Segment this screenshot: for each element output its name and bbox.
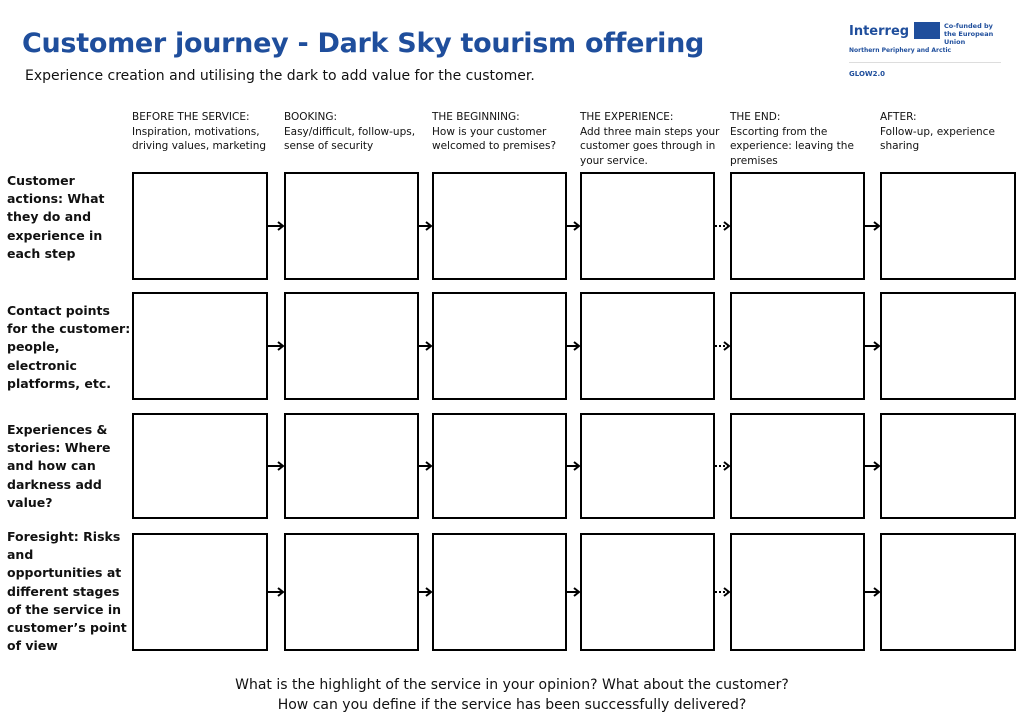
journey-cell[interactable] [880,533,1016,651]
column-description: Escorting from the experience: leaving t… [730,125,854,167]
logo-programme: Northern Periphery and Arctic [849,47,952,54]
journey-cell[interactable] [284,172,419,280]
journey-cell[interactable] [132,413,268,519]
logo-cofunded: Co-funded by the European Union [944,22,994,46]
column-description: Inspiration, motivations, driving values… [132,125,267,153]
arrow-right-icon [865,461,880,471]
column-header: AFTER: Follow-up, experience sharing [880,110,1024,154]
column-title: THE BEGINNING: [432,111,520,123]
journey-cell[interactable] [880,172,1016,280]
column-title: THE EXPERIENCE: [580,111,674,123]
journey-cell[interactable] [580,292,715,400]
journey-cell[interactable] [880,292,1016,400]
journey-cell[interactable] [880,413,1016,519]
column-header: BOOKING: Easy/difficult, follow-ups, sens… [284,110,429,154]
journey-cell[interactable] [432,292,567,400]
arrow-right-icon [865,341,880,351]
journey-cell[interactable] [730,413,865,519]
dotted-arrow-right-icon [715,221,730,231]
logo-project: GLOW2.0 [849,70,886,78]
row-label: Contact points for the customer: people,… [7,303,131,391]
column-title: BOOKING: [284,111,338,123]
logo-brand: Interreg [849,24,910,39]
journey-cell[interactable] [432,533,567,651]
column-description: Easy/difficult, follow-ups, sense of sec… [284,125,416,153]
interreg-logo: Interreg Co-funded by the European Union… [846,20,1006,84]
row-label: Experiences & stories: Where and how can… [7,422,111,510]
journey-cell[interactable] [132,172,268,280]
page-subtitle: Experience creation and utilising the da… [25,68,535,84]
footer-questions: What is the highlight of the service in … [0,675,1024,715]
journey-cell[interactable] [132,533,268,651]
journey-cell[interactable] [730,533,865,651]
column-title: AFTER: [880,111,917,123]
arrow-right-icon [567,341,580,351]
journey-cell[interactable] [730,292,865,400]
journey-cell[interactable] [730,172,865,280]
logo-divider [849,62,1001,63]
journey-cell[interactable] [132,292,268,400]
arrow-right-icon [419,587,432,597]
arrow-right-icon [268,341,284,351]
eu-flag-icon [914,22,940,39]
arrow-right-icon [268,587,284,597]
arrow-right-icon [567,461,580,471]
arrow-right-icon [567,221,580,231]
journey-cell[interactable] [284,292,419,400]
journey-cell[interactable] [284,413,419,519]
column-header: THE EXPERIENCE: Add three main steps your… [580,110,725,168]
column-description: How is your customer welcomed to premise… [432,125,557,153]
arrow-right-icon [865,221,880,231]
column-title: BEFORE THE SERVICE: [132,111,250,123]
column-description: Follow-up, experience sharing [880,125,995,153]
journey-cell[interactable] [284,533,419,651]
arrow-right-icon [865,587,880,597]
journey-cell[interactable] [580,413,715,519]
column-header: THE END: Escorting from the experience: l… [730,110,875,168]
arrow-right-icon [419,341,432,351]
column-header: BEFORE THE SERVICE: Inspiration, motivati… [132,110,277,154]
arrow-right-icon [567,587,580,597]
journey-cell[interactable] [580,533,715,651]
column-description: Add three main steps your customer goes … [580,125,720,167]
row-label: Customer actions: What they do and exper… [7,173,105,261]
footer-line-1: What is the highlight of the service in … [235,677,789,693]
dotted-arrow-right-icon [715,587,730,597]
page-title: Customer journey - Dark Sky tourism offe… [22,28,705,59]
arrow-right-icon [419,221,432,231]
journey-cell[interactable] [432,413,567,519]
column-header: THE BEGINNING: How is your customer welco… [432,110,577,154]
arrow-right-icon [419,461,432,471]
footer-line-2: How can you define if the service has be… [277,697,747,713]
arrow-right-icon [268,461,284,471]
journey-cell[interactable] [432,172,567,280]
dotted-arrow-right-icon [715,341,730,351]
arrow-right-icon [268,221,284,231]
column-title: THE END: [730,111,781,123]
dotted-arrow-right-icon [715,461,730,471]
journey-cell[interactable] [580,172,715,280]
row-label: Foresight: Risks and opportunities at di… [7,529,127,654]
